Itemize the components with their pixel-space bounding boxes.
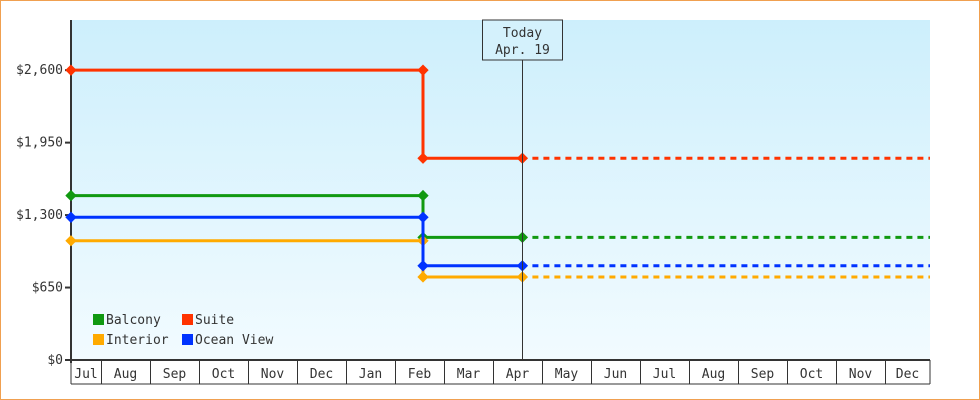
y-tick-label: $1,950 — [16, 136, 63, 151]
today-box — [482, 19, 563, 61]
y-tick-label: $1,300 — [16, 208, 63, 223]
x-tick-label: Nov — [849, 367, 873, 382]
x-tick-label: Feb — [408, 367, 432, 382]
today-date: Apr. 19 — [495, 43, 550, 58]
today-label: Today — [503, 26, 542, 41]
y-tick-label: $0 — [47, 353, 63, 368]
data-point — [417, 260, 429, 272]
y-tick-label: $650 — [32, 281, 63, 296]
legend-swatch — [93, 334, 104, 345]
data-point — [417, 152, 429, 164]
series-line-ocean-view — [70, 215, 523, 268]
y-tick-label: $2,600 — [16, 63, 63, 78]
x-tick-label: Dec — [310, 367, 333, 382]
x-tick-label: Nov — [261, 367, 285, 382]
x-tick-label: Oct — [800, 367, 823, 382]
x-tick-label: Mar — [457, 367, 481, 382]
series-line-suite — [70, 68, 523, 160]
x-tick-label: Jul — [653, 367, 676, 382]
plot-area — [71, 20, 930, 360]
x-tick-label: Aug — [114, 367, 137, 382]
legend-label: Balcony — [106, 313, 161, 328]
x-tick-label: Sep — [751, 367, 775, 382]
legend-swatch — [93, 314, 104, 325]
x-tick-label: Jun — [604, 367, 627, 382]
legend-label: Interior — [106, 333, 169, 348]
x-tick-label: Sep — [163, 367, 187, 382]
x-tick-label: Jul — [74, 367, 97, 382]
legend-swatch — [182, 334, 193, 345]
x-tick-label: May — [555, 367, 579, 382]
data-point — [417, 271, 429, 283]
x-tick-label: Aug — [702, 367, 725, 382]
x-tick-label: Apr — [506, 367, 530, 382]
legend-label: Suite — [195, 313, 234, 328]
x-tick-label: Jan — [359, 367, 382, 382]
legend-swatch — [182, 314, 193, 325]
x-tick-label: Dec — [896, 367, 919, 382]
x-tick-label: Oct — [212, 367, 235, 382]
data-point — [417, 211, 429, 223]
data-point — [417, 189, 429, 202]
legend-label: Ocean View — [195, 333, 273, 348]
